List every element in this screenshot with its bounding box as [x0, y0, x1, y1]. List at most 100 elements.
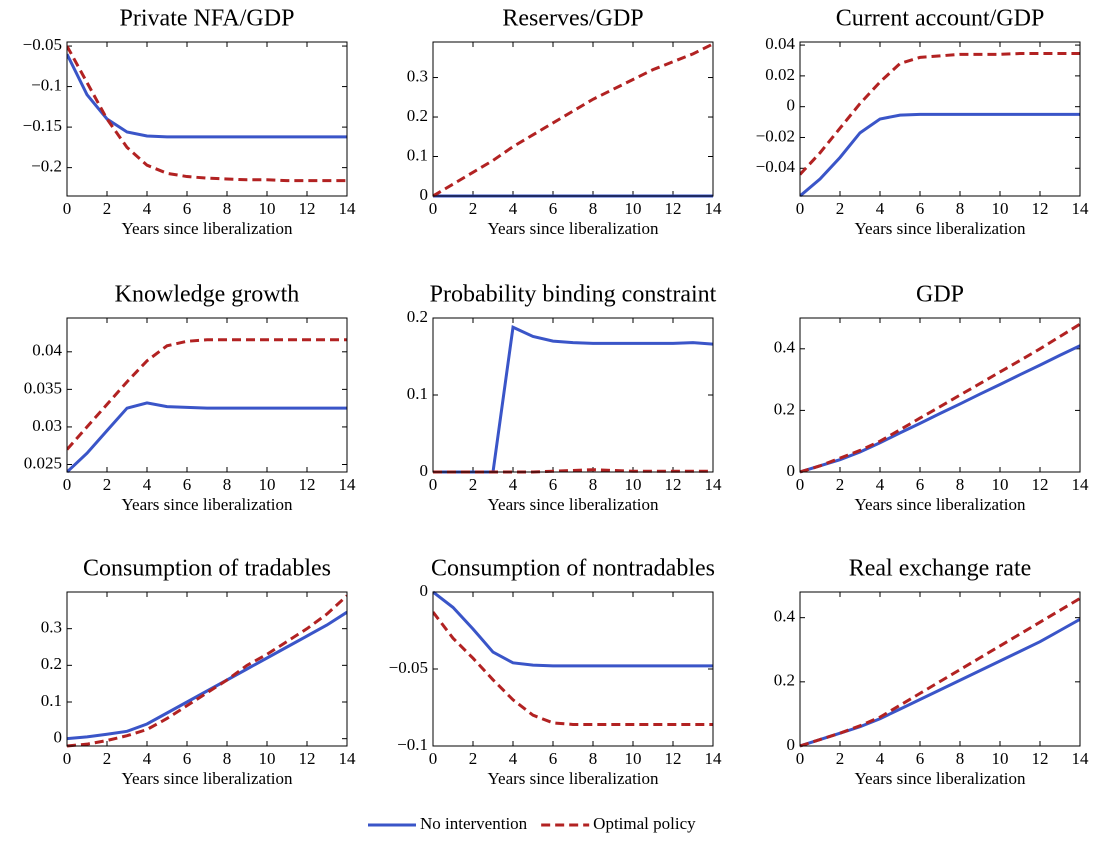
x-tick-label: 4 [876, 749, 885, 768]
y-tick-label: 0.04 [765, 34, 795, 53]
x-tick-label: 0 [796, 199, 805, 218]
x-axis-label: Years since liberalization [854, 219, 1026, 238]
x-tick-label: 2 [836, 749, 845, 768]
y-tick-label: 0 [420, 581, 429, 600]
x-tick-label: 12 [1032, 475, 1049, 494]
x-axis-label: Years since liberalization [487, 495, 659, 514]
x-tick-label: 8 [956, 749, 965, 768]
x-tick-label: 4 [143, 199, 152, 218]
x-tick-label: 10 [259, 749, 276, 768]
y-tick-label: 0 [420, 461, 429, 480]
y-tick-label: 0.3 [41, 618, 62, 637]
series-line [67, 53, 347, 139]
y-tick-label: 0.035 [24, 378, 62, 397]
x-tick-label: 6 [183, 475, 192, 494]
panel-title: Probability binding constraint [430, 282, 717, 308]
x-tick-label: 6 [183, 199, 192, 218]
series-line [433, 42, 713, 198]
x-tick-label: 14 [339, 475, 357, 494]
x-tick-label: 14 [339, 749, 357, 768]
x-tick-label: 8 [223, 749, 232, 768]
y-tick-label: −0.1 [31, 75, 62, 94]
x-tick-label: 12 [665, 475, 682, 494]
y-tick-label: 0.02 [765, 65, 795, 84]
y-tick-label: 0.03 [32, 416, 62, 435]
y-tick-label: 0.4 [774, 338, 796, 357]
x-tick-label: 14 [705, 199, 723, 218]
y-tick-label: −0.2 [31, 157, 62, 176]
x-tick-label: 0 [63, 199, 72, 218]
x-tick-label: 10 [625, 475, 642, 494]
series-line [433, 611, 713, 726]
y-tick-label: −0.05 [389, 658, 428, 677]
series-line [67, 401, 347, 474]
series-line [800, 597, 1080, 748]
x-tick-label: 0 [429, 199, 438, 218]
x-tick-label: 2 [469, 475, 478, 494]
y-tick-label: 0.2 [774, 671, 795, 690]
x-tick-label: 4 [876, 475, 885, 494]
panel-title: Private NFA/GDP [120, 6, 295, 32]
x-tick-label: 6 [549, 475, 558, 494]
y-tick-label: 0.04 [32, 341, 62, 360]
x-tick-label: 14 [1072, 749, 1090, 768]
plot-frame [66, 317, 348, 473]
x-tick-label: 4 [143, 475, 152, 494]
plot-frame [432, 317, 714, 473]
x-tick-label: 0 [429, 749, 438, 768]
y-tick-label: −0.05 [23, 35, 62, 54]
x-tick-label: 12 [665, 749, 682, 768]
series-line [800, 322, 1080, 474]
x-tick-label: 14 [1072, 199, 1090, 218]
x-tick-label: 14 [1072, 475, 1090, 494]
panel-title: Current account/GDP [836, 6, 1045, 32]
x-tick-label: 2 [103, 199, 112, 218]
x-tick-label: 4 [509, 475, 518, 494]
y-tick-label: 0.4 [774, 607, 796, 626]
x-tick-label: 2 [103, 475, 112, 494]
x-axis-label: Years since liberalization [487, 219, 659, 238]
x-tick-label: 4 [509, 199, 518, 218]
x-tick-label: 14 [705, 749, 723, 768]
panel-title: Real exchange rate [849, 556, 1032, 582]
x-tick-label: 12 [299, 199, 316, 218]
x-tick-label: 14 [339, 199, 357, 218]
y-tick-label: 0.2 [41, 654, 62, 673]
y-tick-label: 0.2 [774, 399, 795, 418]
x-tick-label: 0 [429, 475, 438, 494]
y-tick-label: 0.3 [407, 66, 428, 85]
series-line [433, 590, 713, 668]
x-tick-label: 8 [589, 199, 598, 218]
x-tick-label: 8 [223, 199, 232, 218]
y-tick-label: 0.2 [407, 106, 428, 125]
y-tick-label: 0.1 [407, 384, 428, 403]
x-tick-label: 8 [956, 199, 965, 218]
plot-frame [66, 41, 348, 197]
y-tick-label: 0.1 [41, 691, 62, 710]
x-tick-label: 0 [63, 749, 72, 768]
panel-title: Consumption of tradables [83, 556, 331, 582]
series-line [67, 338, 347, 451]
y-tick-label: 0 [787, 735, 796, 754]
x-tick-label: 6 [916, 199, 925, 218]
x-tick-label: 6 [916, 749, 925, 768]
y-tick-label: 0 [420, 185, 429, 204]
x-tick-label: 8 [223, 475, 232, 494]
y-tick-label: 0 [54, 728, 63, 747]
x-tick-label: 2 [469, 749, 478, 768]
series-line [800, 52, 1080, 176]
x-tick-label: 8 [589, 749, 598, 768]
x-tick-label: 12 [665, 199, 682, 218]
y-tick-label: −0.1 [397, 735, 428, 754]
y-tick-label: −0.04 [756, 157, 796, 176]
x-tick-label: 2 [836, 475, 845, 494]
y-tick-label: −0.15 [23, 116, 62, 135]
x-tick-label: 6 [549, 199, 558, 218]
x-tick-label: 0 [796, 475, 805, 494]
x-tick-label: 0 [796, 749, 805, 768]
x-tick-label: 10 [992, 475, 1009, 494]
x-tick-label: 8 [589, 475, 598, 494]
x-tick-label: 4 [876, 199, 885, 218]
x-tick-label: 4 [509, 749, 518, 768]
x-tick-label: 6 [549, 749, 558, 768]
